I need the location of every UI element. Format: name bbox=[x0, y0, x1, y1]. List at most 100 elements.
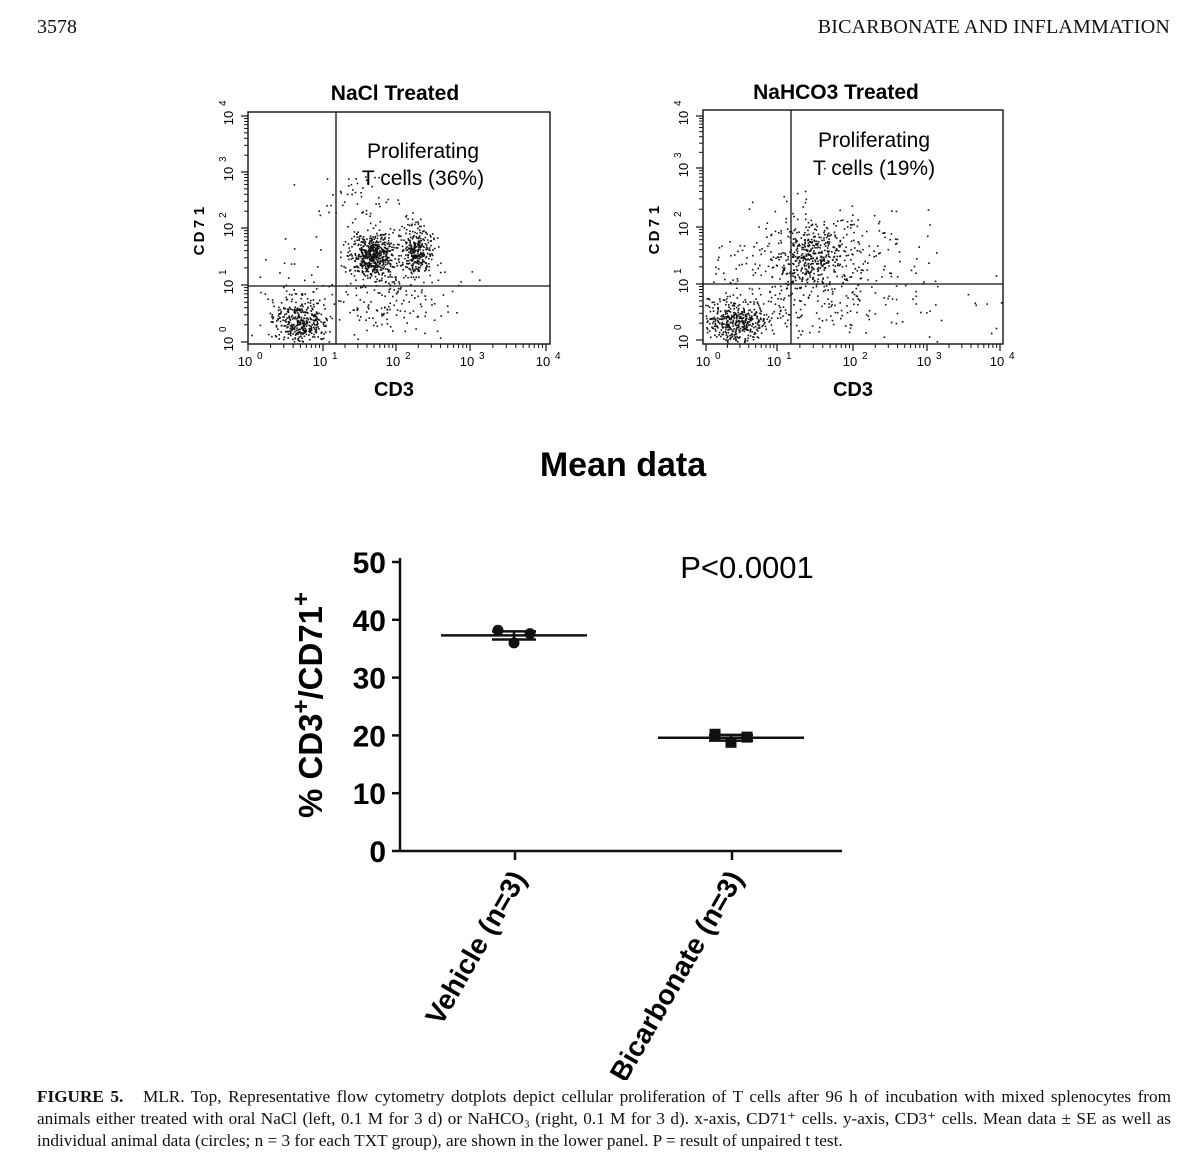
event-dot bbox=[313, 315, 316, 317]
event-dot bbox=[291, 294, 293, 296]
event-dot bbox=[726, 323, 729, 325]
event-dot bbox=[369, 245, 372, 247]
event-dot bbox=[361, 270, 364, 272]
event-dot bbox=[743, 310, 745, 312]
event-dot bbox=[774, 303, 777, 305]
event-dot bbox=[309, 325, 312, 328]
event-dot bbox=[260, 291, 262, 294]
event-dot bbox=[287, 308, 290, 310]
event-dot bbox=[367, 264, 369, 266]
x-tick-labels: 10 0 10 1 10 2 10 3 10 4 bbox=[238, 344, 561, 369]
event-dot bbox=[419, 245, 421, 248]
event-dot bbox=[419, 253, 422, 255]
event-dot bbox=[812, 244, 814, 247]
event-dot bbox=[762, 324, 764, 327]
event-dot bbox=[311, 307, 313, 310]
event-dot bbox=[355, 294, 358, 297]
event-dot bbox=[309, 331, 311, 334]
event-dot bbox=[728, 310, 730, 312]
event-dot bbox=[404, 247, 407, 250]
event-dot bbox=[795, 239, 797, 241]
event-dot bbox=[398, 255, 400, 257]
event-dot bbox=[447, 311, 449, 313]
event-dot bbox=[284, 330, 287, 333]
event-dot bbox=[751, 293, 754, 295]
event-dot bbox=[868, 318, 870, 321]
event-dot bbox=[386, 323, 389, 325]
event-dot bbox=[758, 319, 760, 321]
event-dot bbox=[753, 308, 756, 311]
event-dot bbox=[317, 326, 319, 328]
event-dot bbox=[717, 307, 719, 310]
event-dot bbox=[326, 178, 329, 180]
event-dot bbox=[810, 238, 813, 241]
event-dot bbox=[413, 256, 416, 259]
event-dot bbox=[720, 318, 722, 321]
event-dot bbox=[369, 212, 372, 215]
event-dot bbox=[314, 313, 316, 316]
flow-plot-title: NaHCO3 Treated bbox=[753, 81, 919, 104]
event-dot bbox=[732, 279, 734, 281]
event-dot bbox=[329, 331, 331, 333]
event-dot bbox=[926, 312, 928, 314]
event-dot bbox=[807, 270, 810, 273]
event-dot bbox=[725, 303, 727, 306]
event-dot bbox=[357, 314, 359, 317]
event-dot bbox=[285, 290, 288, 292]
event-dot bbox=[724, 326, 726, 329]
event-dot bbox=[891, 210, 893, 212]
event-dot bbox=[392, 295, 394, 298]
event-dot bbox=[733, 254, 736, 256]
y-axis-label-char: D bbox=[646, 230, 663, 241]
event-dot bbox=[773, 310, 776, 313]
event-dot bbox=[378, 251, 381, 254]
event-dot bbox=[838, 264, 841, 267]
event-dot bbox=[785, 200, 788, 203]
event-dot bbox=[287, 311, 290, 314]
event-dot bbox=[798, 316, 801, 319]
event-dot bbox=[770, 258, 772, 261]
event-dot bbox=[284, 325, 287, 327]
event-dot bbox=[808, 266, 810, 268]
event-dot bbox=[793, 299, 796, 301]
event-dot bbox=[424, 295, 426, 297]
event-dot bbox=[756, 301, 759, 303]
event-dot bbox=[775, 257, 777, 260]
event-dot bbox=[294, 325, 297, 328]
event-dot bbox=[377, 265, 379, 268]
event-dot bbox=[364, 255, 366, 258]
event-dot bbox=[412, 256, 414, 258]
event-dot bbox=[889, 272, 891, 274]
event-dot bbox=[377, 256, 379, 259]
event-dot bbox=[300, 318, 303, 321]
event-dot bbox=[918, 246, 920, 248]
event-dot bbox=[396, 309, 399, 311]
event-dot bbox=[720, 318, 723, 320]
event-dot bbox=[406, 241, 408, 244]
y-tick-label: 10 bbox=[221, 111, 236, 125]
event-dot bbox=[439, 337, 442, 339]
event-dot bbox=[383, 246, 386, 249]
event-dot bbox=[851, 292, 854, 294]
event-dot bbox=[377, 243, 379, 246]
event-dot bbox=[351, 255, 353, 257]
y-axis-label-char: D bbox=[191, 231, 208, 242]
event-dot bbox=[821, 252, 823, 254]
event-dot bbox=[793, 215, 795, 218]
event-dot bbox=[290, 329, 293, 332]
event-dot bbox=[285, 318, 287, 321]
event-dot bbox=[375, 244, 378, 247]
event-dot bbox=[417, 237, 420, 240]
event-dot bbox=[364, 286, 367, 289]
event-dot bbox=[771, 286, 774, 288]
event-dot bbox=[418, 247, 420, 249]
event-dot bbox=[733, 328, 735, 330]
event-dot bbox=[310, 310, 313, 312]
event-dot bbox=[786, 272, 789, 275]
event-dot bbox=[378, 257, 380, 260]
event-dot bbox=[403, 276, 405, 279]
event-dot bbox=[396, 291, 399, 294]
event-dot bbox=[715, 330, 717, 332]
event-dot bbox=[409, 236, 412, 239]
event-dot bbox=[720, 315, 723, 318]
